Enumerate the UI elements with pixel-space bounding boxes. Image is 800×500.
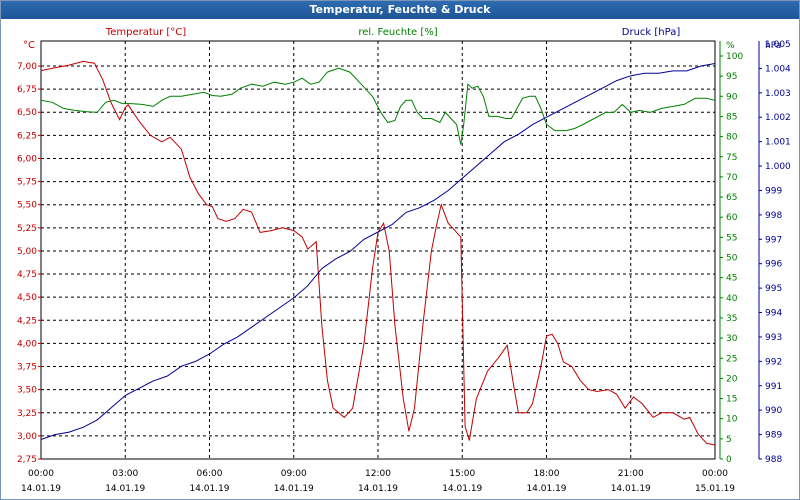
pressure-tick-label: 1.005	[765, 40, 791, 50]
humidity-tick-label: 5	[726, 435, 732, 445]
humidity-tick-label: 95	[726, 72, 737, 82]
temperature-tick-label: 2,75	[17, 455, 37, 465]
temperature-tick-label: 4,00	[17, 339, 37, 349]
x-tick-date: 14.01.19	[442, 484, 482, 494]
x-tick-date: 14.01.19	[105, 484, 145, 494]
pressure-tick-label: 990	[765, 406, 782, 416]
pressure-axis-unit: hPa	[765, 41, 781, 51]
pressure-tick-label: 993	[765, 333, 782, 343]
pressure-tick-label: 1.000	[765, 162, 791, 172]
x-tick-time: 15:00	[449, 469, 475, 479]
temperature-tick-label: 3,75	[17, 363, 37, 373]
x-tick-date: 14.01.19	[526, 484, 566, 494]
humidity-tick-label: 60	[726, 213, 738, 223]
temperature-tick-label: 6,75	[17, 85, 37, 95]
pressure-tick-label: 988	[765, 455, 782, 465]
humidity-tick-label: 15	[726, 395, 737, 405]
temperature-tick-label: 5,00	[17, 247, 37, 257]
humidity-tick-label: 40	[726, 294, 738, 304]
temperature-tick-label: 5,50	[17, 201, 37, 211]
humidity-tick-label: 100	[726, 52, 743, 62]
humidity-tick-label: 30	[726, 334, 738, 344]
legend-entry-temperature: Temperatur [°C]	[105, 27, 186, 38]
humidity-tick-label: 0	[726, 455, 732, 465]
temperature-tick-label: 3,50	[17, 386, 37, 396]
x-tick-time: 12:00	[365, 469, 391, 479]
humidity-tick-label: 45	[726, 274, 737, 284]
x-tick-date: 14.01.19	[274, 484, 314, 494]
temperature-tick-label: 4,25	[17, 316, 37, 326]
x-tick-time: 09:00	[281, 469, 307, 479]
humidity-tick-label: 75	[726, 153, 737, 163]
x-tick-date: 15.01.19	[695, 484, 735, 494]
pressure-tick-label: 995	[765, 284, 782, 294]
window-title: Temperatur, Feuchte & Druck	[1, 1, 799, 19]
temperature-tick-label: 6,50	[17, 108, 37, 118]
pressure-tick-label: 1.002	[765, 113, 791, 123]
pressure-tick-label: 999	[765, 186, 782, 196]
x-tick-date: 14.01.19	[189, 484, 229, 494]
series-line-pressure	[40, 63, 716, 440]
temperature-tick-label: 7,00	[17, 62, 37, 72]
temperature-tick-label: 5,75	[17, 178, 37, 188]
x-tick-time: 06:00	[197, 469, 223, 479]
temperature-axis-unit: °C	[23, 40, 35, 51]
pressure-tick-label: 997	[765, 235, 782, 245]
x-tick-date: 14.01.19	[358, 484, 398, 494]
x-tick-time: 21:00	[618, 469, 644, 479]
legend-entry-humidity: rel. Feuchte [%]	[358, 27, 437, 38]
humidity-tick-label: 80	[726, 133, 738, 143]
series-line-humidity	[40, 67, 716, 145]
legend-entry-pressure: Druck [hPa]	[622, 27, 681, 38]
humidity-tick-label: 55	[726, 233, 737, 243]
x-tick-time: 00:00	[28, 469, 54, 479]
x-tick-date: 14.01.19	[611, 484, 651, 494]
temperature-tick-label: 3,00	[17, 432, 37, 442]
pressure-tick-label: 991	[765, 382, 782, 392]
x-tick-date: 14.01.19	[21, 484, 61, 494]
temperature-tick-label: 4,50	[17, 293, 37, 303]
humidity-axis-unit: %	[726, 41, 735, 51]
x-tick-time: 18:00	[534, 469, 560, 479]
x-tick-time: 00:00	[702, 469, 728, 479]
temperature-tick-label: 6,25	[17, 131, 37, 141]
humidity-tick-label: 25	[726, 354, 737, 364]
series-line-temperature	[40, 60, 716, 446]
pressure-tick-label: 1.004	[765, 64, 791, 74]
humidity-tick-label: 20	[726, 374, 738, 384]
temperature-tick-label: 3,25	[17, 409, 37, 419]
pressure-tick-label: 994	[765, 309, 782, 319]
humidity-tick-label: 65	[726, 193, 737, 203]
pressure-tick-label: 998	[765, 211, 782, 221]
humidity-tick-label: 50	[726, 254, 738, 264]
pressure-tick-label: 989	[765, 431, 782, 441]
temperature-tick-label: 6,00	[17, 154, 37, 164]
temperature-tick-label: 4,75	[17, 270, 37, 280]
pressure-tick-label: 1.001	[765, 138, 791, 148]
temperature-tick-label: 5,25	[17, 224, 37, 234]
humidity-tick-label: 10	[726, 415, 738, 425]
x-tick-time: 03:00	[112, 469, 138, 479]
pressure-tick-label: 996	[765, 260, 782, 270]
humidity-tick-label: 35	[726, 314, 737, 324]
humidity-tick-label: 70	[726, 173, 738, 183]
pressure-tick-label: 1.003	[765, 89, 791, 99]
humidity-tick-label: 90	[726, 92, 738, 102]
pressure-tick-label: 992	[765, 357, 782, 367]
humidity-tick-label: 85	[726, 112, 737, 122]
